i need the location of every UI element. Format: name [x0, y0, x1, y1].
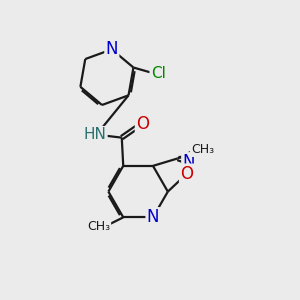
Text: O: O: [136, 115, 149, 133]
Text: CH₃: CH₃: [87, 220, 110, 233]
Text: N: N: [147, 208, 159, 226]
Text: N: N: [182, 153, 195, 171]
Text: O: O: [180, 165, 193, 183]
Text: Cl: Cl: [151, 66, 166, 81]
Text: CH₃: CH₃: [191, 143, 214, 156]
Text: HN: HN: [84, 127, 106, 142]
Text: N: N: [106, 40, 118, 58]
